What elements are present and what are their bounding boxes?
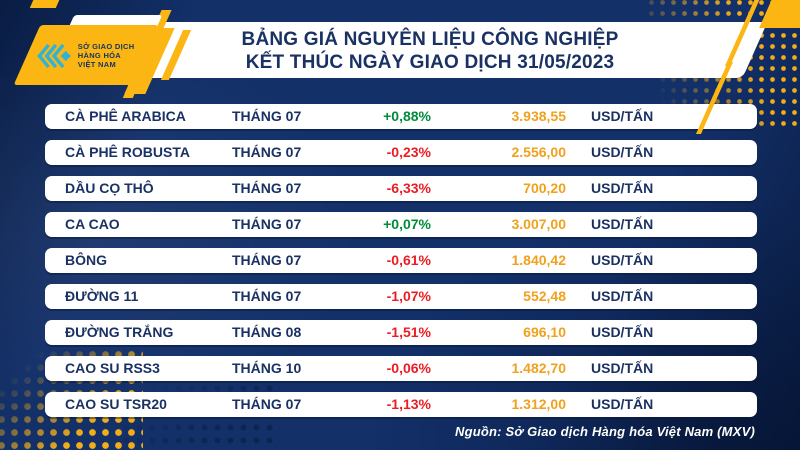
table-row: BÔNG THÁNG 07 -0,61% 1.840,42 USD/TẤN bbox=[45, 248, 757, 273]
price-table: CÀ PHÊ ARABICA THÁNG 07 +0,88% 3.938,55 … bbox=[45, 104, 757, 428]
price-value: 696,10 bbox=[523, 324, 566, 340]
unit-label: USD/TẤN bbox=[591, 144, 654, 160]
price-value: 3.938,55 bbox=[511, 108, 567, 124]
commodity-name: ĐƯỜNG 11 bbox=[65, 288, 139, 304]
contract-month: THÁNG 07 bbox=[232, 288, 302, 304]
commodity-name: CÀ PHÊ ARABICA bbox=[65, 108, 186, 124]
price-value: 1.312,00 bbox=[511, 396, 567, 412]
change-percent: +0,88% bbox=[383, 108, 431, 124]
contract-month: THÁNG 07 bbox=[232, 108, 302, 124]
change-percent: -1,51% bbox=[386, 324, 431, 340]
table-row: ĐƯỜNG 11 THÁNG 07 -1,07% 552,48 USD/TẤN bbox=[45, 284, 757, 309]
commodity-name: CAO SU RSS3 bbox=[65, 360, 160, 376]
table-row: ĐƯỜNG TRẮNG THÁNG 08 -1,51% 696,10 USD/T… bbox=[45, 320, 757, 345]
unit-label: USD/TẤN bbox=[591, 108, 654, 124]
commodity-name: CÀ PHÊ ROBUSTA bbox=[65, 144, 190, 160]
change-percent: -0,61% bbox=[386, 252, 431, 268]
unit-label: USD/TẤN bbox=[591, 216, 654, 232]
table-row: CÀ PHÊ ROBUSTA THÁNG 07 -0,23% 2.556,00 … bbox=[45, 140, 757, 165]
title-line-1: BẢNG GIÁ NGUYÊN LIỆU CÔNG NGHIỆP bbox=[241, 29, 619, 50]
unit-label: USD/TẤN bbox=[591, 360, 654, 376]
table-row: CAO SU TSR20 THÁNG 07 -1,13% 1.312,00 US… bbox=[45, 392, 757, 417]
source-credit: Nguồn: Sở Giao dịch Hàng hóa Việt Nam (M… bbox=[455, 424, 755, 439]
contract-month: THÁNG 07 bbox=[232, 144, 302, 160]
unit-label: USD/TẤN bbox=[591, 180, 654, 196]
change-percent: -0,06% bbox=[386, 360, 431, 376]
commodity-name: CA CAO bbox=[65, 216, 120, 232]
unit-label: USD/TẤN bbox=[591, 396, 654, 412]
mxv-logo: SỞ GIAO DỊCH HÀNG HÓA VIỆT NAM bbox=[13, 25, 159, 85]
mxv-chevrons-icon bbox=[37, 42, 73, 68]
logo-org-line-2: HÀNG HÓA bbox=[78, 50, 122, 60]
change-percent: -0,23% bbox=[386, 144, 431, 160]
change-percent: -1,13% bbox=[386, 396, 431, 412]
title-line-2: KẾT THÚC NGÀY GIAO DỊCH 31/05/2023 bbox=[245, 52, 615, 73]
logo-org-name: SỞ GIAO DỊCH HÀNG HÓA VIỆT NAM bbox=[78, 42, 135, 69]
table-row: CA CAO THÁNG 07 +0,07% 3.007,00 USD/TẤN bbox=[45, 212, 757, 237]
logo-org-line-3: VIỆT NAM bbox=[78, 59, 117, 69]
table-row: CÀ PHÊ ARABICA THÁNG 07 +0,88% 3.938,55 … bbox=[45, 104, 757, 129]
contract-month: THÁNG 07 bbox=[232, 180, 302, 196]
price-value: 700,20 bbox=[523, 180, 566, 196]
price-value: 3.007,00 bbox=[511, 216, 567, 232]
price-value: 1.482,70 bbox=[511, 360, 567, 376]
unit-label: USD/TẤN bbox=[591, 288, 654, 304]
change-percent: -6,33% bbox=[386, 180, 431, 196]
table-row: DẦU CỌ THÔ THÁNG 07 -6,33% 700,20 USD/TẤ… bbox=[45, 176, 757, 201]
contract-month: THÁNG 07 bbox=[232, 396, 302, 412]
unit-label: USD/TẤN bbox=[591, 324, 654, 340]
table-row: CAO SU RSS3 THÁNG 10 -0,06% 1.482,70 USD… bbox=[45, 356, 757, 381]
price-value: 1.840,42 bbox=[511, 252, 567, 268]
change-percent: +0,07% bbox=[383, 216, 431, 232]
unit-label: USD/TẤN bbox=[591, 252, 654, 268]
change-percent: -1,07% bbox=[386, 288, 431, 304]
commodity-name: DẦU CỌ THÔ bbox=[65, 180, 154, 196]
yellow-accent-top-left bbox=[29, 0, 61, 8]
contract-month: THÁNG 10 bbox=[232, 360, 302, 376]
commodity-name: ĐƯỜNG TRẮNG bbox=[65, 324, 174, 340]
contract-month: THÁNG 07 bbox=[232, 216, 302, 232]
commodity-name: CAO SU TSR20 bbox=[65, 396, 167, 412]
logo-org-line-1: SỞ GIAO DỊCH bbox=[78, 41, 135, 51]
contract-month: THÁNG 07 bbox=[232, 252, 302, 268]
price-value: 552,48 bbox=[523, 288, 566, 304]
price-value: 2.556,00 bbox=[511, 144, 567, 160]
contract-month: THÁNG 08 bbox=[232, 324, 302, 340]
page-title: BẢNG GIÁ NGUYÊN LIỆU CÔNG NGHIỆP KẾT THÚ… bbox=[150, 28, 710, 74]
commodity-name: BÔNG bbox=[65, 252, 107, 268]
